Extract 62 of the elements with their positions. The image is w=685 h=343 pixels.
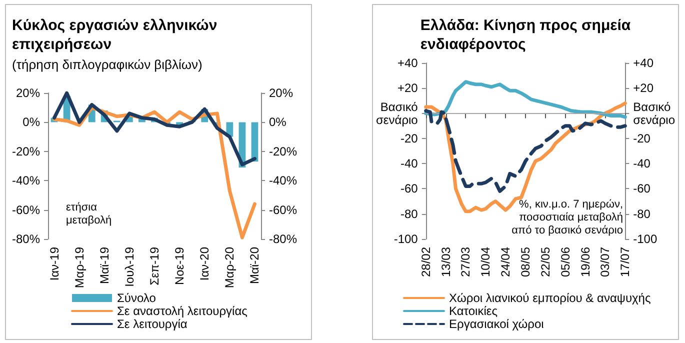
y2-tick-label: -60 (633, 182, 651, 196)
chart-title: Κύκλος εργασιών ελληνικών επιχειρήσεων (12, 17, 218, 53)
x-tick-label: Ιαν-19 (47, 246, 62, 281)
annotation: %, κιν.μ.ο. 7 ημερών, ποσοστιαία μεταβολή από το βασικό σενάριο (512, 198, 623, 236)
y-tick-label: -60% (12, 202, 40, 217)
x-tick-label: 05/06 (558, 246, 572, 278)
x-tick-label: Ιουλ-19 (122, 246, 136, 287)
line-series (424, 80, 627, 119)
y2-tick-label: -20 (633, 131, 651, 146)
y-tick-label: +40 (398, 56, 418, 70)
y2-tick-label: 0% (269, 115, 287, 130)
x-tick-label: Μαϊ-19 (97, 246, 112, 284)
line-series (52, 91, 256, 166)
y-tick-label: -80% (12, 232, 40, 246)
legend-label: Σε λειτουργία (117, 317, 188, 331)
x-tick-label: Μαϊ-20 (248, 246, 262, 284)
legend-label: Χώροι λιανικού εμπορίου & αναψυχής (449, 291, 651, 305)
y2-tick-label: -100 (633, 232, 658, 246)
y-tick-label: -40% (12, 174, 40, 188)
y2-tick-label: -20% (269, 144, 298, 158)
x-tick-label: 28/02 (418, 246, 433, 278)
x-tick-label: 22/05 (538, 246, 552, 278)
y-tick-label: 20% (16, 86, 40, 100)
x-tick-label: Μαρ-19 (72, 246, 86, 288)
y-tick-label: +20 (398, 81, 418, 96)
legend-label: Σύνολο (117, 291, 156, 305)
y-tick-label: -80 (400, 206, 418, 221)
chart-title: Ελλάδα: Κίνηση προς σημεία ενδιαφέροντος (420, 17, 632, 53)
y2-tick-label: -40 (633, 156, 651, 171)
x-tick-label: 13/03 (438, 246, 453, 278)
x-tick-label: Μαρ-20 (222, 246, 237, 288)
y2-tick-label: 20% (269, 86, 294, 100)
y-tick-label: -40 (400, 156, 418, 171)
y2-tick-label: -80 (633, 206, 651, 221)
legend-label: Κατοικίες (449, 304, 498, 318)
legend-label: Σε αναστολή λειτουργίας (117, 304, 248, 318)
y2-tick-label: -60% (269, 202, 298, 217)
legend-label: Εργασιακοί χώροι (449, 317, 544, 331)
x-tick-label: Ιαν-20 (198, 246, 212, 281)
x-tick-label: 19/06 (578, 246, 592, 278)
x-tick-label: Νοε-19 (172, 246, 187, 286)
line-series (424, 109, 627, 193)
y2-tick-label: -40% (269, 174, 298, 188)
x-tick-label: 27/03 (458, 246, 473, 278)
x-tick-label: 17/07 (618, 246, 632, 278)
x-tick-label: 03/07 (598, 246, 612, 278)
chart-subtitle: (τήρηση διπλογραφικών βιβλίων) (12, 57, 202, 72)
y2-tick-label: +20 (633, 81, 654, 96)
y-tick-label: -60 (400, 182, 418, 196)
annotation: ετήσια μεταβολή (66, 202, 112, 226)
y-tick-label: -100 (394, 232, 418, 246)
y-tick-label: -20% (12, 144, 40, 158)
x-tick-label: 10/04 (478, 246, 493, 278)
y2-tick-label: +40 (633, 56, 654, 70)
y-tick-label: 0% (22, 115, 40, 130)
x-tick-label: 08/05 (518, 246, 532, 278)
y2-tick-label: -80% (269, 232, 298, 246)
y2-tick-label: Βασικό σενάριο (633, 100, 676, 127)
y-tick-label: Βασικό σενάριο (376, 100, 418, 127)
y-tick-label: -20 (400, 131, 418, 146)
x-tick-label: 24/04 (498, 246, 513, 278)
x-tick-label: Σεπ-19 (148, 246, 162, 286)
